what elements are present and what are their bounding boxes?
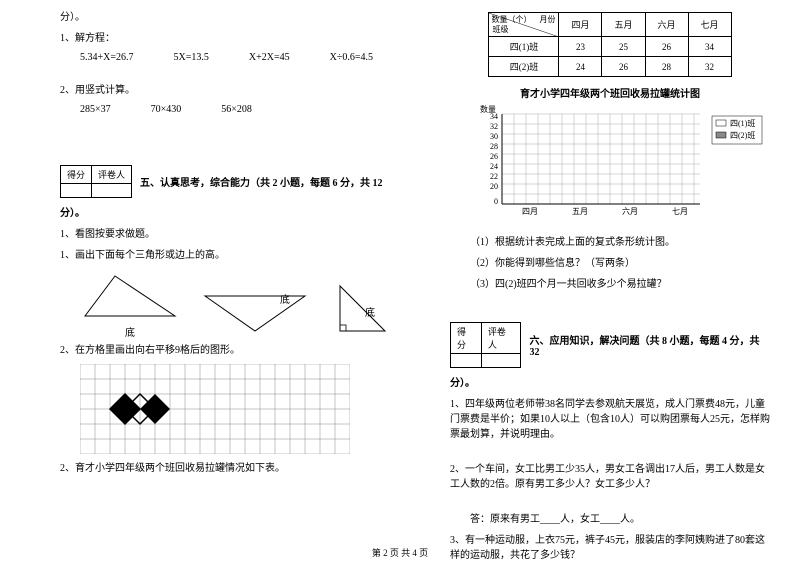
equation-row-1: 5.34+X=26.7 5X=13.5 X+2X=45 X÷0.6=4.5 bbox=[80, 52, 390, 63]
eq: 5X=13.5 bbox=[174, 52, 209, 63]
cell: 26 bbox=[645, 37, 688, 57]
th: 七月 bbox=[688, 13, 731, 37]
th: 五月 bbox=[602, 13, 645, 37]
grader-label: 评卷人 bbox=[481, 323, 521, 354]
cell: 24 bbox=[559, 57, 602, 77]
svg-text:五月: 五月 bbox=[572, 207, 588, 216]
section-6-title: 六、应用知识，解决问题（共 8 小题，每题 4 分，共 32 bbox=[529, 332, 770, 358]
eq: 56×208 bbox=[221, 104, 252, 115]
svg-text:四(1)班: 四(1)班 bbox=[730, 118, 755, 128]
diag-cell: 月份 数量（个） 班级 bbox=[489, 13, 559, 37]
svg-text:22: 22 bbox=[490, 172, 498, 181]
q1-1: 1、看图按要求做题。 bbox=[60, 227, 390, 242]
q2-label: 2、用竖式计算。 bbox=[60, 83, 390, 98]
score-label: 得分 bbox=[61, 166, 92, 184]
svg-text:30: 30 bbox=[490, 132, 498, 141]
grader-label: 评卷人 bbox=[92, 166, 132, 184]
eq: 285×37 bbox=[80, 104, 111, 115]
cell: 26 bbox=[602, 57, 645, 77]
q1-label: 1、解方程： bbox=[60, 31, 390, 46]
right-column: 月份 数量（个） 班级 四月 五月 六月 七月 四(1)班 23 25 26 3… bbox=[450, 10, 770, 540]
tri-label: 底 bbox=[280, 293, 290, 306]
score-table: 得分评卷人 bbox=[450, 322, 521, 368]
triangles: 底 底 底 bbox=[80, 271, 390, 339]
cell: 32 bbox=[688, 57, 731, 77]
svg-text:四月: 四月 bbox=[522, 207, 538, 216]
section-5-title: 五、认真思考，综合能力（共 2 小题，每题 6 分，共 12 bbox=[140, 174, 383, 189]
svg-text:28: 28 bbox=[490, 142, 498, 151]
sub-q3: （3）四(2)班四个月一共回收多少个易拉罐？ bbox=[450, 277, 770, 292]
triangle-3: 底 bbox=[330, 281, 390, 339]
th: 四月 bbox=[559, 13, 602, 37]
problem-2-ans: 答：原来有男工____人，女工____人。 bbox=[450, 512, 770, 527]
score-table: 得分评卷人 bbox=[60, 165, 132, 198]
sub-q1: （1）根据统计表完成上面的复式条形统计图。 bbox=[450, 235, 770, 250]
score-label: 得分 bbox=[451, 323, 482, 354]
cell: 34 bbox=[688, 37, 731, 57]
grid-diagram bbox=[80, 364, 390, 457]
svg-text:0: 0 bbox=[494, 197, 498, 206]
score-box: 得分评卷人 六、应用知识，解决问题（共 8 小题，每题 4 分，共 32 bbox=[450, 322, 770, 368]
score-box: 得分评卷人 五、认真思考，综合能力（共 2 小题，每题 6 分，共 12 bbox=[60, 165, 390, 198]
svg-text:六月: 六月 bbox=[622, 206, 638, 216]
row-label: 四(2)班 bbox=[489, 57, 559, 77]
problem-1: 1、四年级两位老师带38名同学去参观航天展览，成人门票费48元，儿童门票费是半价… bbox=[450, 397, 770, 442]
triangle-2: 底 bbox=[200, 291, 310, 339]
svg-text:34: 34 bbox=[490, 112, 498, 121]
q2-3: 2、育才小学四年级两个班回收易拉罐情况如下表。 bbox=[60, 461, 390, 476]
chart-title: 育才小学四年级两个班回收易拉罐统计图 bbox=[450, 85, 770, 100]
page-footer: 第 2 页 共 4 页 bbox=[0, 546, 800, 559]
cell: 28 bbox=[645, 57, 688, 77]
triangle-1: 底 bbox=[80, 271, 180, 339]
svg-text:四(2)班: 四(2)班 bbox=[730, 130, 755, 140]
row-label: 四(1)班 bbox=[489, 37, 559, 57]
svg-text:32: 32 bbox=[490, 122, 498, 131]
problem-2: 2、一个车间，女工比男工少35人，男女工各调出17人后，男工人数是女工人数的2倍… bbox=[450, 462, 770, 492]
cell: 25 bbox=[602, 37, 645, 57]
eq: X+2X=45 bbox=[249, 52, 290, 63]
q2-2: 2、在方格里画出向右平移9格后的图形。 bbox=[60, 343, 390, 358]
eq: X÷0.6=4.5 bbox=[330, 52, 373, 63]
svg-text:26: 26 bbox=[490, 152, 498, 161]
tri-label: 底 bbox=[80, 324, 180, 339]
svg-text:底: 底 bbox=[365, 306, 375, 319]
equation-row-2: 285×37 70×430 56×208 bbox=[80, 104, 390, 115]
th: 六月 bbox=[645, 13, 688, 37]
svg-text:七月: 七月 bbox=[672, 207, 688, 216]
bar-chart: 数量 343230 282624 22200 四月五月六月七月 四(1)班 四(… bbox=[480, 104, 770, 227]
data-table: 月份 数量（个） 班级 四月 五月 六月 七月 四(1)班 23 25 26 3… bbox=[488, 12, 731, 77]
eq: 5.34+X=26.7 bbox=[80, 52, 134, 63]
svg-text:24: 24 bbox=[490, 162, 498, 171]
sub-q2: （2）你能得到哪些信息？（写两条） bbox=[450, 256, 770, 271]
svg-text:20: 20 bbox=[490, 182, 498, 191]
score-suffix: 分）。 bbox=[450, 376, 770, 391]
score-suffix: 分）。 bbox=[60, 206, 390, 221]
q1-1a: 1、画出下面每个三角形或边上的高。 bbox=[60, 248, 390, 263]
eq: 70×430 bbox=[151, 104, 182, 115]
cell: 23 bbox=[559, 37, 602, 57]
score-suffix: 分）。 bbox=[60, 10, 390, 25]
left-column: 分）。 1、解方程： 5.34+X=26.7 5X=13.5 X+2X=45 X… bbox=[60, 10, 390, 540]
